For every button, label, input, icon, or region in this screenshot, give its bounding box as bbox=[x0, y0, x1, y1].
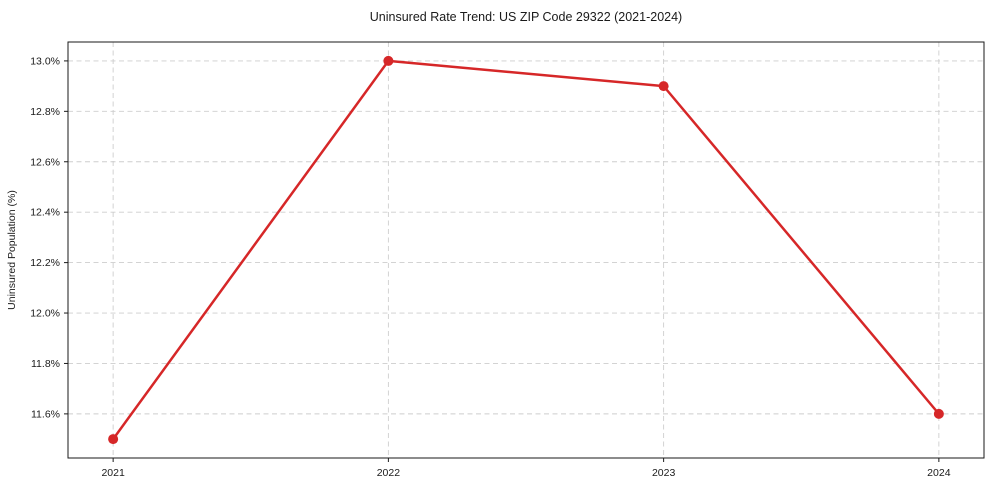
y-tick-label: 12.8% bbox=[30, 106, 60, 118]
chart-title: Uninsured Rate Trend: US ZIP Code 29322 … bbox=[370, 10, 682, 24]
y-tick-label: 12.4% bbox=[30, 207, 60, 219]
y-tick-label: 11.6% bbox=[31, 408, 60, 420]
data-point bbox=[383, 55, 394, 66]
y-tick-label: 12.2% bbox=[30, 257, 60, 269]
x-tick-label: 2024 bbox=[927, 467, 951, 479]
gridlines bbox=[68, 42, 984, 458]
x-tick-label: 2022 bbox=[377, 467, 401, 479]
data-series bbox=[108, 55, 944, 445]
trend-line bbox=[111, 59, 941, 441]
x-tick-label: 2021 bbox=[101, 467, 125, 479]
tick-labels: 11.6% 11.8% 12.0% 12.2% 12.4% 12.6% 12.8% 13.0%… bbox=[30, 55, 950, 479]
y-tick-label: 12.6% bbox=[30, 156, 60, 168]
y-tick-label: 12.0% bbox=[30, 308, 60, 320]
data-point bbox=[108, 434, 119, 445]
y-tick-label: 13.0% bbox=[30, 55, 60, 67]
plot-border bbox=[67, 41, 985, 459]
axes-frame bbox=[64, 41, 985, 462]
data-point bbox=[658, 81, 669, 92]
x-tick-label: 2023 bbox=[652, 467, 676, 479]
y-tick-label: 11.8% bbox=[31, 358, 60, 370]
y-axis-label: Uninsured Population (%) bbox=[6, 190, 18, 310]
data-point bbox=[933, 408, 944, 419]
